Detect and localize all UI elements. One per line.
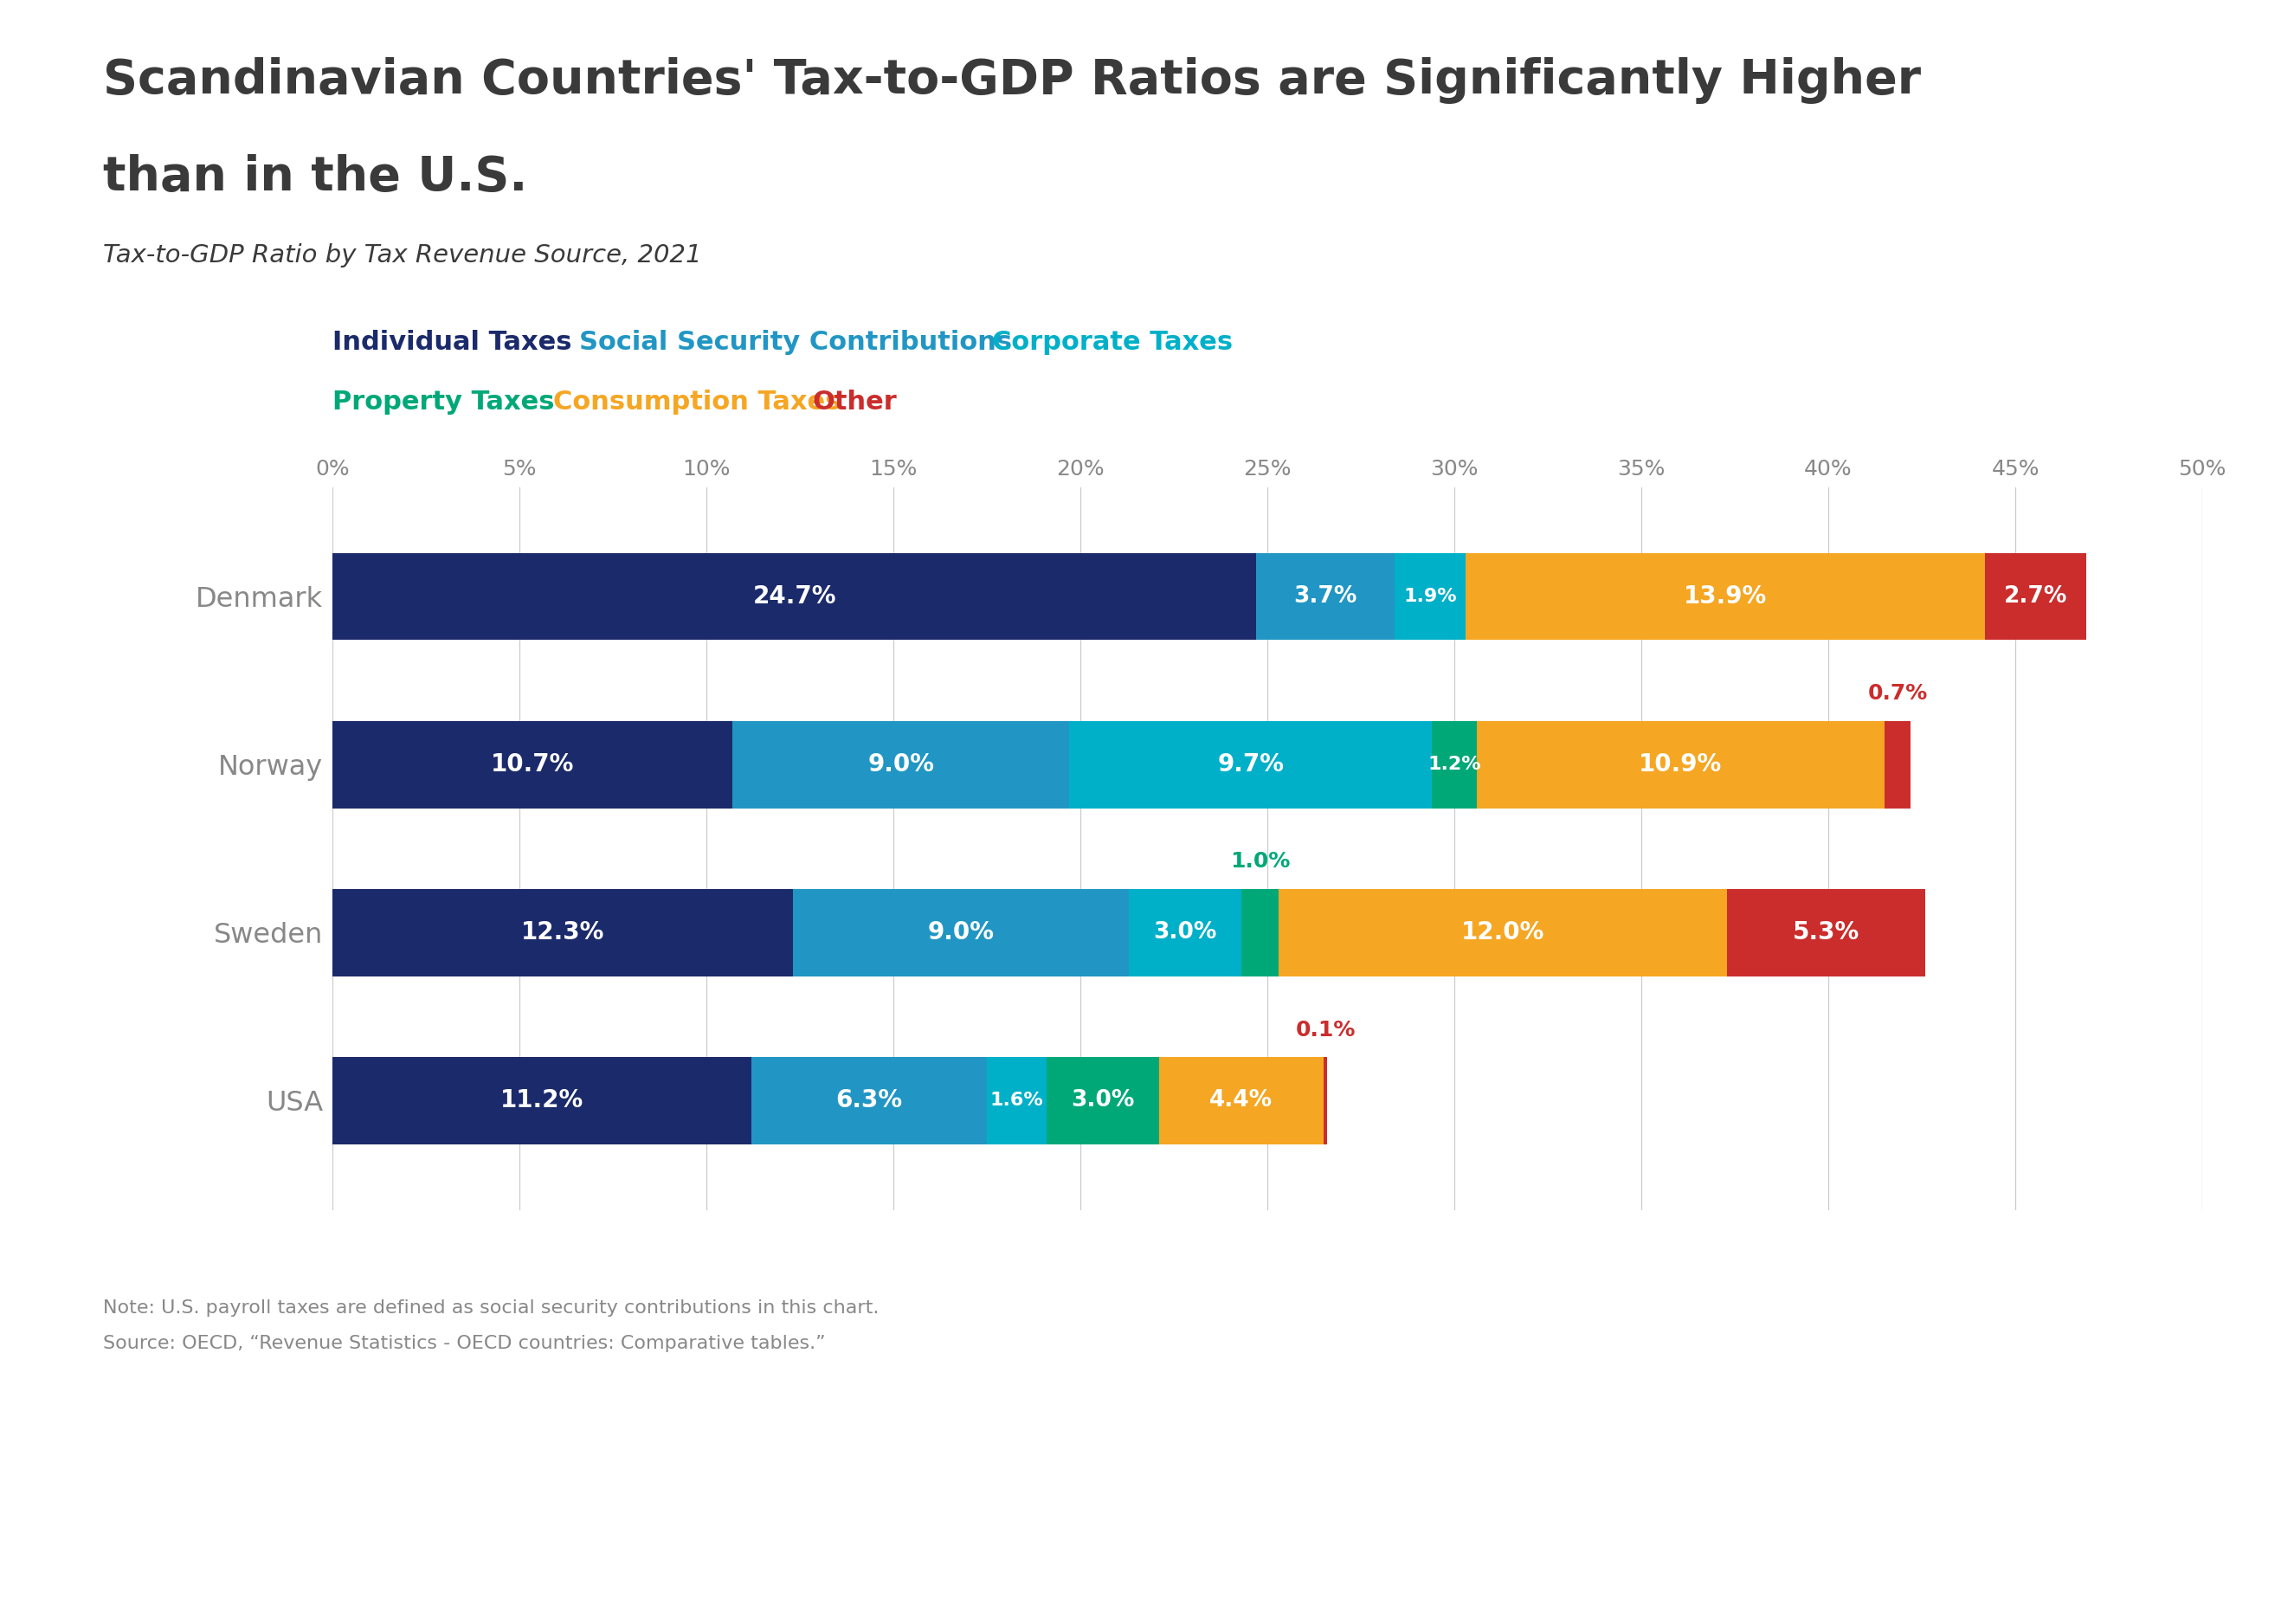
Text: Other: Other [812,390,897,414]
Text: 11.2%: 11.2% [500,1088,583,1112]
Text: 13.9%: 13.9% [1684,585,1766,609]
Text: 1.2%: 1.2% [1427,755,1482,773]
Bar [1477,721,1883,809]
Text: 1.6%: 1.6% [991,1091,1044,1109]
Text: 3.0%: 3.0% [1154,921,1216,944]
Text: 12.0%: 12.0% [1461,921,1544,945]
Bar [333,721,732,809]
Bar [1257,552,1395,640]
Text: 5.3%: 5.3% [1794,921,1860,945]
Text: Consumption Taxes: Consumption Taxes [553,390,842,414]
Bar [1069,721,1431,809]
Text: Scandinavian Countries' Tax-to-GDP Ratios are Significantly Higher: Scandinavian Countries' Tax-to-GDP Ratio… [103,57,1920,104]
Bar [1241,888,1278,976]
Bar [333,552,1257,640]
Bar [791,888,1129,976]
Bar [1395,552,1466,640]
Text: 10.9%: 10.9% [1638,752,1723,776]
Text: 3.0%: 3.0% [1071,1090,1136,1112]
Text: 9.0%: 9.0% [867,752,934,776]
Text: @TaxFoundation: @TaxFoundation [1977,1548,2244,1579]
Text: 12.3%: 12.3% [521,921,603,945]
Text: than in the U.S.: than in the U.S. [103,154,528,201]
Text: 6.3%: 6.3% [835,1088,902,1112]
Text: Corporate Taxes: Corporate Taxes [991,330,1232,354]
Text: 9.7%: 9.7% [1218,752,1285,776]
Text: 4.4%: 4.4% [1209,1090,1273,1112]
Bar [732,721,1069,809]
Bar [1324,1057,1328,1145]
Bar [986,1057,1046,1145]
Bar [1883,721,1911,809]
Bar [333,1057,752,1145]
Text: 0.1%: 0.1% [1296,1020,1356,1039]
Text: 9.0%: 9.0% [927,921,993,945]
Bar [1727,888,1925,976]
Text: Property Taxes: Property Taxes [333,390,555,414]
Bar [1431,721,1477,809]
Text: 1.0%: 1.0% [1230,851,1289,872]
Text: 24.7%: 24.7% [752,585,837,609]
Bar [1129,888,1241,976]
Bar [333,888,791,976]
Text: 0.7%: 0.7% [1867,684,1927,705]
Bar [752,1057,986,1145]
Bar [1984,552,2085,640]
Bar [1466,552,1984,640]
Text: 10.7%: 10.7% [491,752,574,776]
Bar [1046,1057,1158,1145]
Text: Tax-to-GDP Ratio by Tax Revenue Source, 2021: Tax-to-GDP Ratio by Tax Revenue Source, … [103,244,702,268]
Bar [1158,1057,1324,1145]
Text: 3.7%: 3.7% [1294,585,1358,607]
Text: Individual Taxes: Individual Taxes [333,330,571,354]
Bar [1278,888,1727,976]
Text: Source: OECD, “Revenue Statistics - OECD countries: Comparative tables.”: Source: OECD, “Revenue Statistics - OECD… [103,1335,826,1353]
Text: Social Security Contributions: Social Security Contributions [578,330,1012,354]
Text: 1.9%: 1.9% [1404,588,1457,606]
Text: Note: U.S. payroll taxes are defined as social security contributions in this ch: Note: U.S. payroll taxes are defined as … [103,1299,879,1317]
Text: TAX FOUNDATION: TAX FOUNDATION [50,1548,374,1579]
Text: 2.7%: 2.7% [2005,585,2067,607]
